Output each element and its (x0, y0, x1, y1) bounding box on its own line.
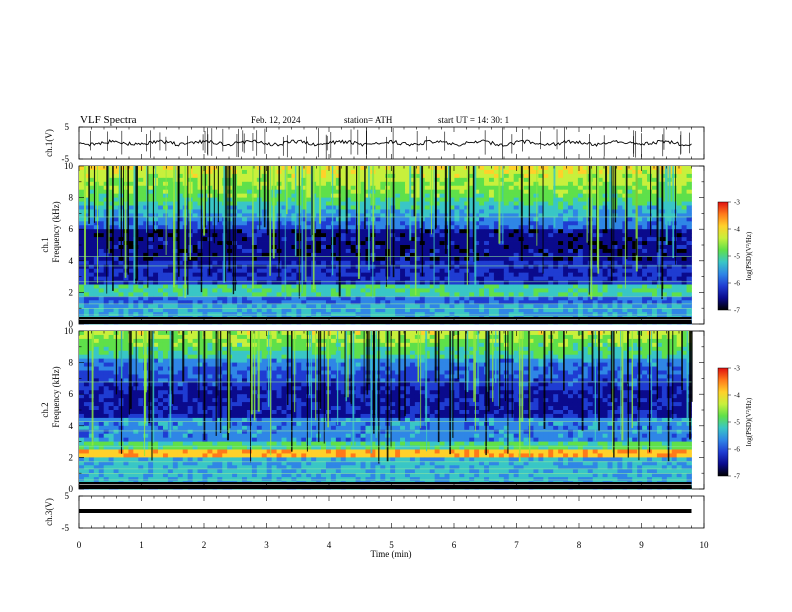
colorbar-tick-label: -6 (734, 446, 740, 454)
x-tick-label: 5 (389, 540, 394, 550)
y-tick-label: -5 (62, 523, 70, 533)
ch1-colorbar (717, 201, 729, 311)
figure-title: VLF Spectra (80, 114, 137, 126)
x-tick-label: 3 (264, 540, 269, 550)
ch1-waveform-trace (78, 139, 692, 147)
ch1-impulse-spikes (90, 127, 690, 159)
ch2-spectrogram-ylabel-freq: Frequency (kHz) (51, 366, 61, 427)
y-tick-label: 0 (69, 484, 74, 494)
colorbar-tick-label: -4 (734, 226, 740, 234)
colorbar-tick-label: -6 (734, 280, 740, 288)
colorbar-tick-label: -5 (734, 253, 740, 261)
start-time-label: start UT = 14: 30: 1 (438, 115, 509, 125)
colorbar-tick-label: -7 (734, 473, 740, 481)
ch2-spectrogram-ylabel-channel: ch.2 (40, 402, 50, 417)
colorbar-tick-label: -3 (734, 365, 740, 373)
x-tick-label: 9 (639, 540, 644, 550)
ch2-colorbar (717, 367, 729, 477)
y-tick-label: 2 (69, 287, 74, 297)
y-tick-label: 4 (69, 256, 74, 266)
x-tick-label: 2 (202, 540, 207, 550)
colorbar-tick-label: -5 (734, 419, 740, 427)
ch3-waveform-trace (79, 509, 692, 513)
y-tick-label: 6 (69, 224, 74, 234)
y-tick-label: 8 (69, 358, 74, 368)
x-tick-label: 1 (139, 540, 144, 550)
y-tick-label: 10 (64, 326, 74, 336)
y-tick-label: 10 (64, 161, 74, 171)
x-tick-label: 7 (514, 540, 519, 550)
ch1-spectrogram-ylabel-channel: ch.1 (40, 237, 50, 252)
ch2-spectrogram-image (79, 331, 693, 490)
y-tick-label: 5 (65, 122, 70, 132)
ch1-spectrogram-image (79, 166, 692, 325)
y-tick-label: 5 (65, 491, 70, 501)
y-tick-label: 4 (69, 421, 74, 431)
y-tick-label: 8 (69, 193, 74, 203)
x-tick-label: 8 (577, 540, 582, 550)
ch2-colorbar-label: log(PSD)(V²/Hz) (745, 397, 753, 446)
y-tick-label: 0 (69, 319, 74, 329)
colorbar-tick-label: -3 (734, 199, 740, 207)
y-tick-label: -5 (62, 154, 70, 164)
colorbar-tick-label: -7 (734, 307, 740, 315)
station-label: station= ATH (344, 115, 393, 125)
x-axis-label: Time (min) (371, 549, 412, 559)
ch3-waveform-ylabel: ch.3(V) (44, 498, 54, 526)
ch1-waveform-ylabel: ch.1(V) (44, 129, 54, 157)
date-label: Feb. 12, 2024 (251, 115, 301, 125)
ch1-spectrogram-ylabel-freq: Frequency (kHz) (51, 201, 61, 262)
x-tick-label: 4 (327, 540, 332, 550)
colorbar-tick-label: -4 (734, 392, 740, 400)
x-tick-label: 0 (77, 540, 82, 550)
y-tick-label: 2 (69, 452, 74, 462)
colorbar-ticks: -3 -4 -5 -6 -7 -3 -4 -5 -6 -7 (728, 199, 740, 481)
x-tick-label: 10 (700, 540, 710, 550)
x-tick-label: 6 (452, 540, 457, 550)
y-tick-label: 6 (69, 389, 74, 399)
ch1-colorbar-label: log(PSD)(V²/Hz) (745, 231, 753, 280)
